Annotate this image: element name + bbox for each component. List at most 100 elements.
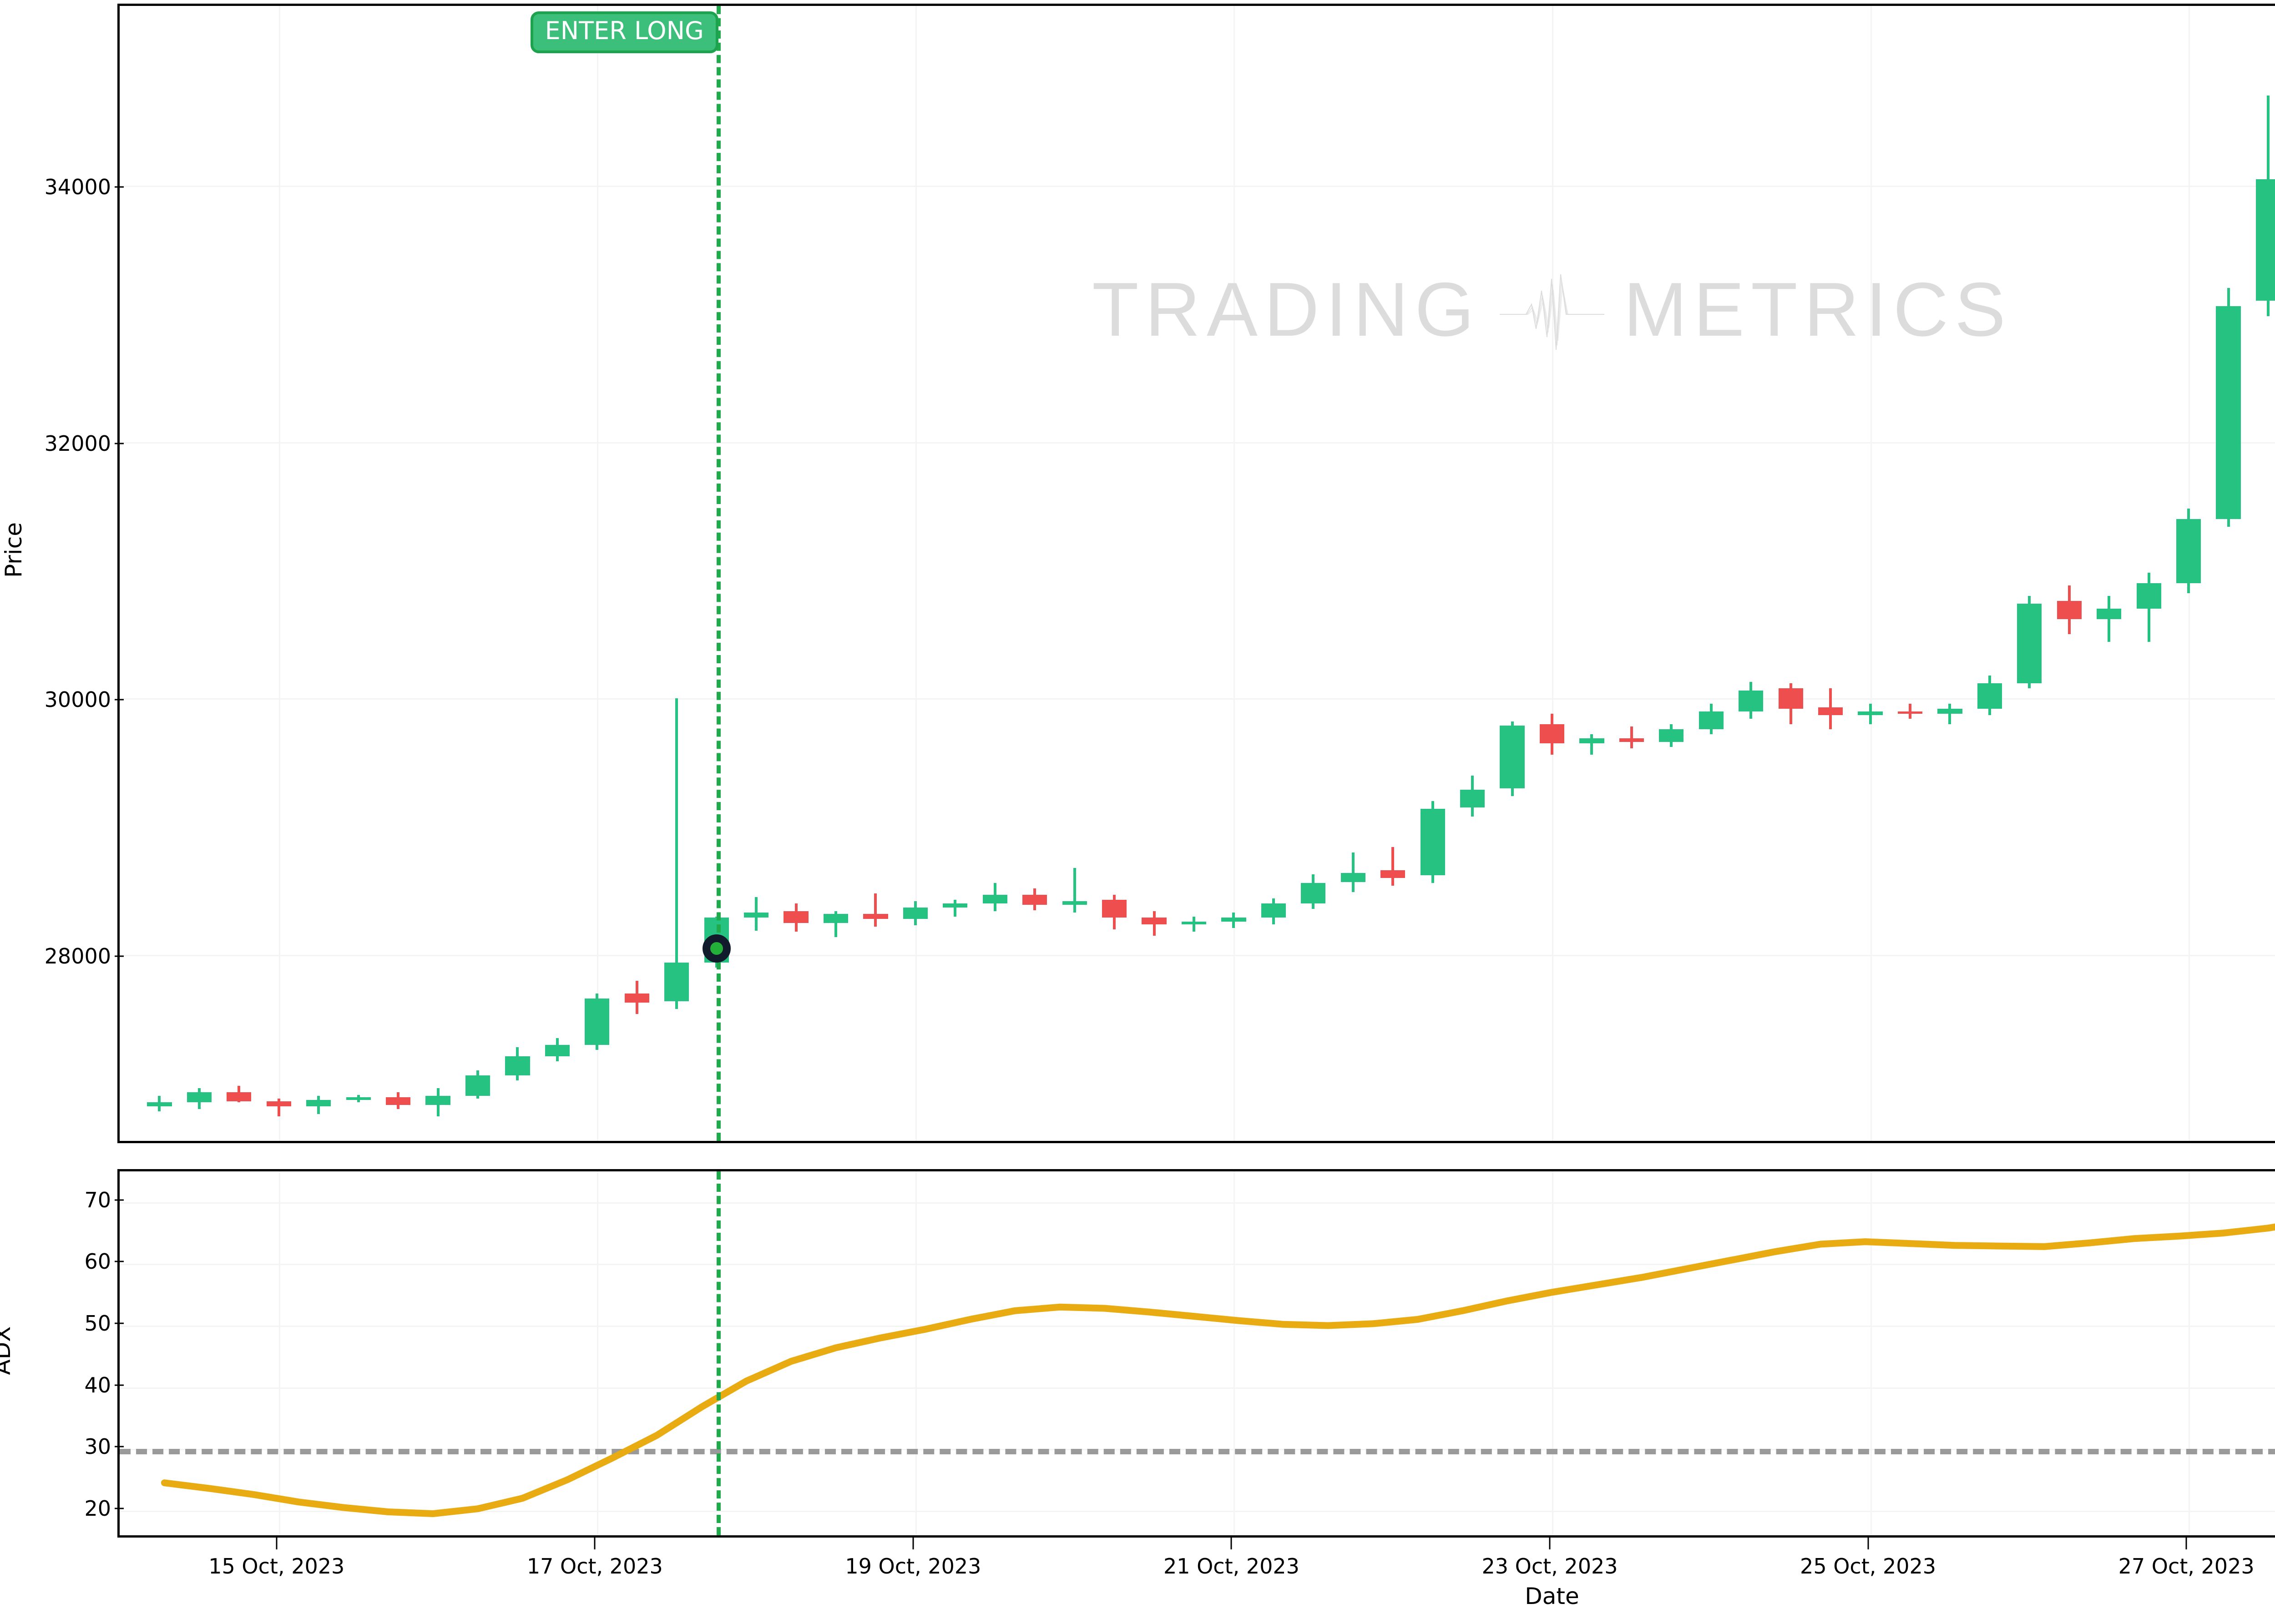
- candlestick[interactable]: [1539, 6, 1565, 1141]
- candle-body: [1022, 894, 1047, 905]
- date-tick-label: 17 Oct, 2023: [526, 1554, 663, 1579]
- candle-body: [863, 914, 888, 919]
- candlestick[interactable]: [1340, 6, 1365, 1141]
- candlestick[interactable]: [943, 6, 968, 1141]
- candle-body: [903, 907, 928, 919]
- entry-signal-vline: [716, 6, 721, 1141]
- candle-body: [1261, 903, 1286, 918]
- adx-chart-panel[interactable]: ADX: [117, 1169, 2275, 1538]
- candlestick[interactable]: [585, 6, 610, 1141]
- adx-tick-label: 70: [84, 1187, 111, 1212]
- candle-body: [1380, 870, 1405, 878]
- candlestick[interactable]: [1778, 6, 1803, 1141]
- tick-mark: [1230, 1538, 1232, 1549]
- candlestick[interactable]: [346, 6, 371, 1141]
- candlestick[interactable]: [823, 6, 849, 1141]
- candlestick[interactable]: [306, 6, 331, 1141]
- gridline: [120, 442, 2275, 444]
- candlestick[interactable]: [1022, 6, 1047, 1141]
- tick-mark: [115, 1384, 124, 1386]
- tick-mark: [1867, 1538, 1869, 1549]
- candlestick[interactable]: [1579, 6, 1604, 1141]
- price-axis-label: Price: [0, 522, 27, 578]
- tick-mark: [1549, 1538, 1551, 1549]
- candle-body: [1579, 738, 1604, 744]
- tick-mark: [115, 1261, 124, 1262]
- entry-signal-marker[interactable]: [702, 934, 731, 963]
- candlestick[interactable]: [545, 6, 570, 1141]
- candlestick[interactable]: [1102, 6, 1127, 1141]
- date-tick-label: 23 Oct, 2023: [1481, 1554, 1618, 1579]
- candlestick[interactable]: [2136, 6, 2161, 1141]
- tick-mark: [115, 699, 124, 701]
- candlestick[interactable]: [982, 6, 1007, 1141]
- candlestick[interactable]: [1858, 6, 1883, 1141]
- candlestick[interactable]: [1142, 6, 1167, 1141]
- candlestick[interactable]: [1818, 6, 1843, 1141]
- price-tick-label: 32000: [44, 431, 111, 456]
- candlestick[interactable]: [1739, 6, 1764, 1141]
- candlestick[interactable]: [386, 6, 411, 1141]
- candlestick[interactable]: [1897, 6, 1923, 1141]
- candlestick[interactable]: [1062, 6, 1087, 1141]
- candlestick[interactable]: [1937, 6, 1962, 1141]
- candlestick[interactable]: [187, 6, 212, 1141]
- candlestick[interactable]: [425, 6, 450, 1141]
- candlestick[interactable]: [784, 6, 809, 1141]
- candlestick[interactable]: [1659, 6, 1684, 1141]
- candlestick[interactable]: [624, 6, 649, 1141]
- candlestick[interactable]: [1420, 6, 1445, 1141]
- candle-body: [1659, 729, 1684, 742]
- tick-mark: [115, 1446, 124, 1447]
- candlestick[interactable]: [2176, 6, 2201, 1141]
- candlestick[interactable]: [1301, 6, 1326, 1141]
- gridline: [1234, 1171, 1235, 1535]
- candlestick[interactable]: [744, 6, 769, 1141]
- gridline: [1870, 6, 1872, 1141]
- candle-body: [585, 999, 610, 1045]
- candle-body: [1977, 683, 2002, 709]
- candlestick[interactable]: [1619, 6, 1644, 1141]
- entry-signal-badge[interactable]: ENTER LONG: [530, 11, 718, 53]
- candlestick[interactable]: [1261, 6, 1286, 1141]
- candlestick[interactable]: [2017, 6, 2042, 1141]
- gridline: [278, 6, 280, 1141]
- candle-wick: [1351, 852, 1355, 893]
- candle-body: [1102, 899, 1127, 918]
- candle-wick: [1630, 726, 1633, 749]
- candle-body: [1500, 725, 1525, 788]
- date-tick-label: 25 Oct, 2023: [1800, 1554, 1936, 1579]
- candle-body: [744, 913, 769, 918]
- candlestick[interactable]: [664, 6, 689, 1141]
- candlestick[interactable]: [2057, 6, 2082, 1141]
- candlestick[interactable]: [1460, 6, 1485, 1141]
- date-tick-label: 15 Oct, 2023: [208, 1554, 345, 1579]
- candlestick[interactable]: [1500, 6, 1525, 1141]
- candlestick[interactable]: [266, 6, 291, 1141]
- candlestick[interactable]: [1380, 6, 1405, 1141]
- candle-body: [1420, 808, 1445, 876]
- candlestick[interactable]: [465, 6, 490, 1141]
- candle-body: [1818, 707, 1843, 715]
- candle-body: [982, 894, 1007, 904]
- candlestick[interactable]: [227, 6, 252, 1141]
- candlestick[interactable]: [863, 6, 888, 1141]
- candlestick[interactable]: [1699, 6, 1724, 1141]
- candlestick[interactable]: [2216, 6, 2241, 1141]
- candlestick[interactable]: [903, 6, 928, 1141]
- tick-mark: [912, 1538, 914, 1549]
- gridline: [1552, 1171, 1553, 1535]
- candlestick[interactable]: [1977, 6, 2002, 1141]
- gridline: [915, 1171, 917, 1535]
- candlestick[interactable]: [1181, 6, 1207, 1141]
- candle-body: [1340, 873, 1365, 882]
- candlestick[interactable]: [505, 6, 530, 1141]
- candle-wick: [2108, 595, 2111, 642]
- candlestick[interactable]: [1221, 6, 1246, 1141]
- candle-body: [227, 1092, 252, 1101]
- candlestick[interactable]: [2097, 6, 2122, 1141]
- price-chart-panel[interactable]: TRADING METRICS ENTER LONG: [117, 4, 2275, 1143]
- candlestick[interactable]: [147, 6, 172, 1141]
- candlestick[interactable]: [2255, 6, 2275, 1141]
- tick-mark: [594, 1538, 596, 1549]
